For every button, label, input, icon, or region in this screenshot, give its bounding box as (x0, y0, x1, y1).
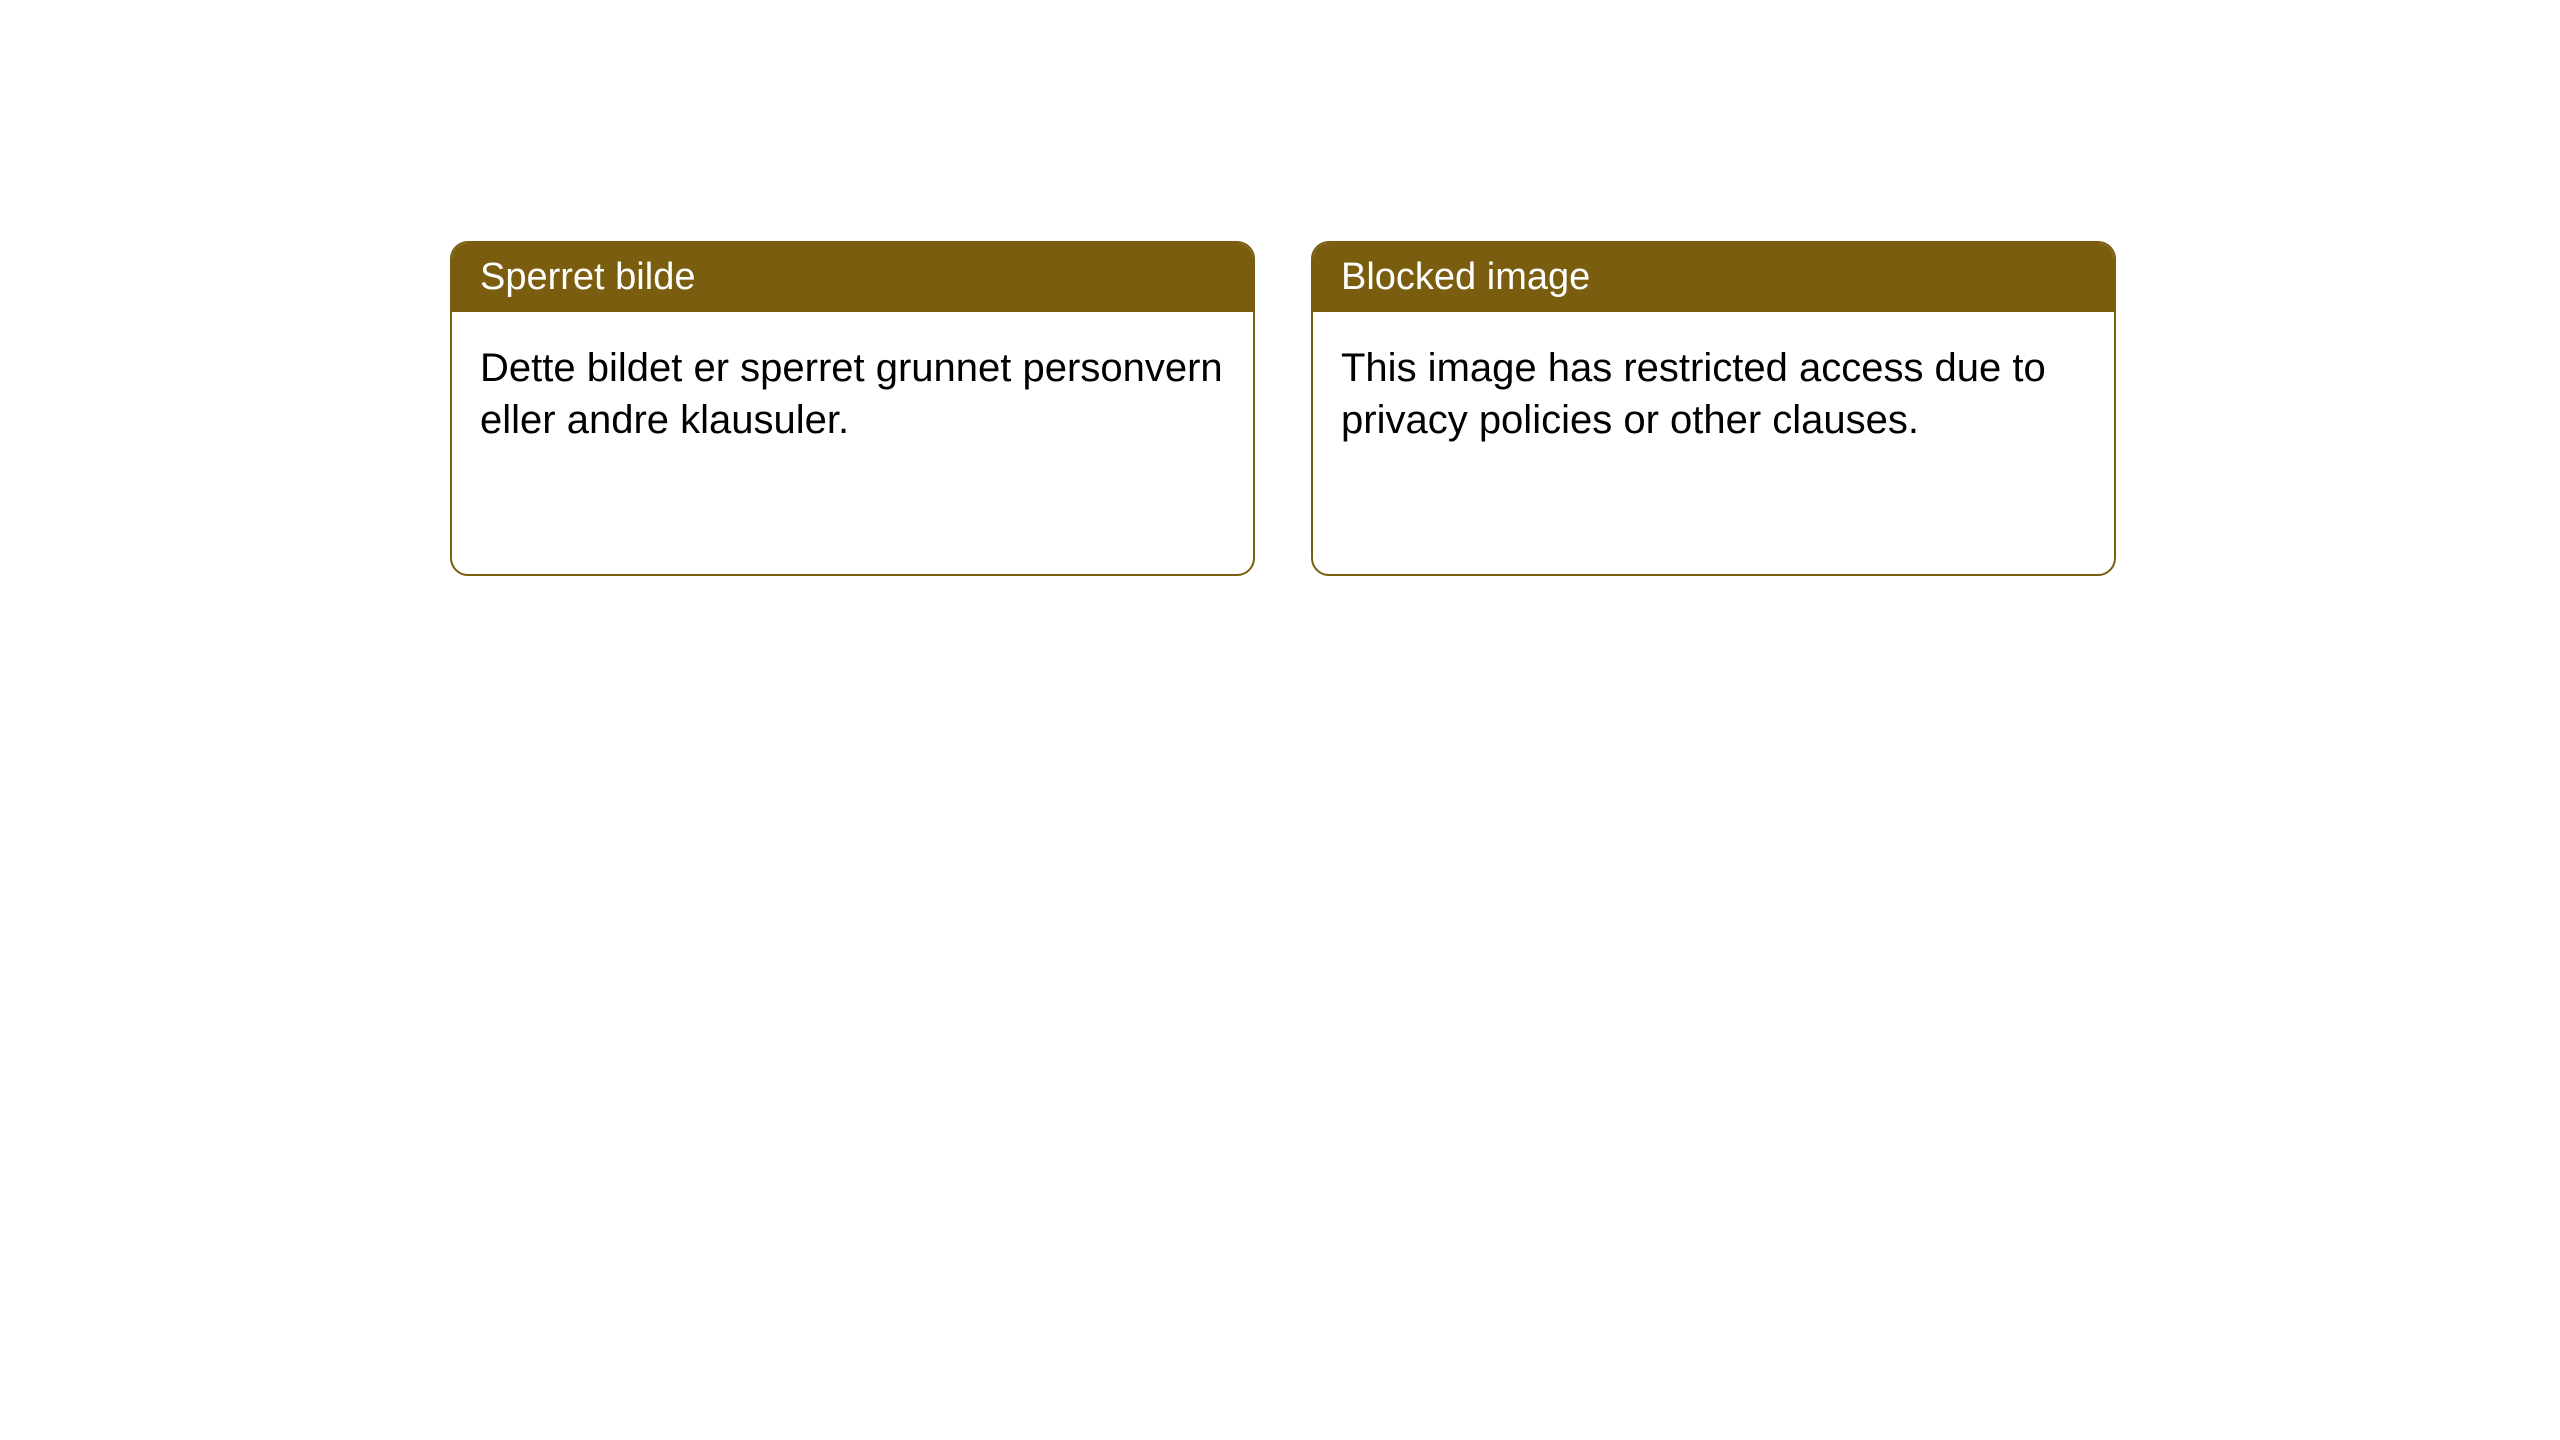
notice-body: Dette bildet er sperret grunnet personve… (452, 312, 1253, 476)
notice-title: Sperret bilde (480, 256, 695, 298)
notice-container: Sperret bilde Dette bildet er sperret gr… (0, 0, 2560, 576)
notice-body-text: Dette bildet er sperret grunnet personve… (480, 346, 1223, 442)
notice-body: This image has restricted access due to … (1313, 312, 2114, 476)
notice-header: Sperret bilde (452, 243, 1253, 312)
notice-header: Blocked image (1313, 243, 2114, 312)
notice-title: Blocked image (1341, 256, 1590, 298)
notice-body-text: This image has restricted access due to … (1341, 346, 2046, 442)
notice-card-norwegian: Sperret bilde Dette bildet er sperret gr… (450, 241, 1255, 576)
notice-card-english: Blocked image This image has restricted … (1311, 241, 2116, 576)
